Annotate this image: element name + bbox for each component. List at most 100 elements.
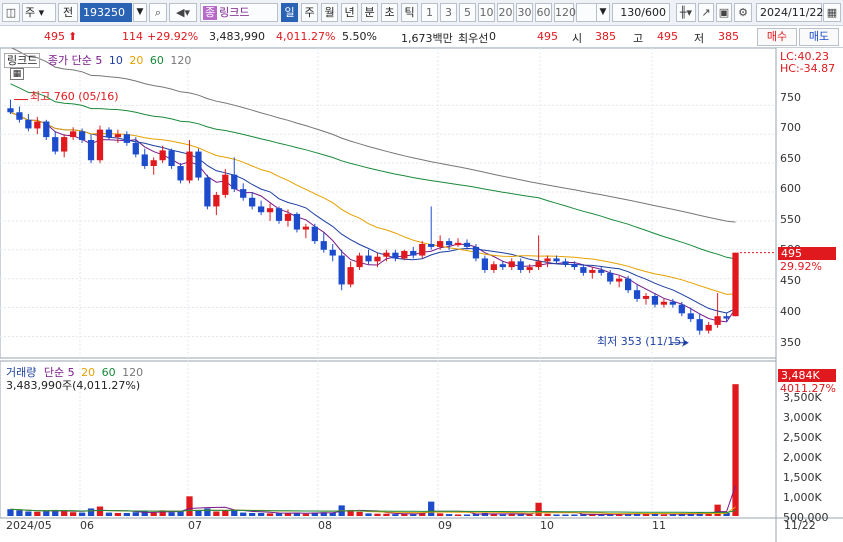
period-month[interactable]: 월 — [321, 3, 338, 22]
legend-volume[interactable]: 거래량 — [6, 366, 37, 379]
candle-body — [78, 131, 86, 140]
best-ask: 495 — [537, 30, 558, 43]
prev-button[interactable]: 전 — [58, 3, 78, 22]
gear-icon[interactable]: ⚙ — [734, 3, 752, 22]
period-week[interactable]: 주 — [301, 3, 318, 22]
stock-code-input[interactable]: 193250 — [80, 3, 132, 22]
candle-body — [347, 267, 354, 285]
candle-body — [365, 255, 372, 262]
candle-body — [401, 250, 408, 259]
code-dropdown-button[interactable]: ▼ — [133, 3, 147, 22]
period-second[interactable]: 초 — [381, 3, 398, 22]
volume-bar — [687, 513, 694, 516]
candle-body — [114, 134, 122, 138]
candle-body — [607, 272, 614, 282]
candle-body — [669, 301, 676, 305]
candle-icon[interactable]: ╫▾ — [676, 3, 696, 22]
period-minute[interactable]: 분 — [361, 3, 378, 22]
volume-bar — [454, 514, 462, 516]
sell-button[interactable]: 매도 — [799, 28, 839, 46]
grid-icon[interactable]: ▦ — [10, 68, 24, 80]
calendar-icon[interactable]: ▦ — [823, 3, 841, 22]
candle-body — [222, 174, 229, 195]
ma10-line — [10, 111, 736, 314]
period-year[interactable]: 년 — [341, 3, 358, 22]
period-tick[interactable]: 틱 — [401, 3, 418, 22]
candle-body — [159, 150, 166, 161]
candle-body — [43, 121, 50, 138]
legend-close: 종가 — [47, 54, 69, 67]
candle-body — [463, 242, 471, 247]
volume-bar — [249, 512, 256, 516]
interval-20[interactable]: 20 — [497, 3, 514, 22]
interval-60[interactable]: 60 — [535, 3, 552, 22]
volume-bar — [553, 514, 560, 516]
candle-body — [7, 108, 14, 113]
volume-bar — [204, 508, 211, 516]
interval-10[interactable]: 10 — [478, 3, 495, 22]
interval-120[interactable]: 120 — [554, 3, 576, 22]
candle-body — [589, 270, 596, 273]
volume-bar — [293, 512, 301, 516]
volume-bar — [159, 510, 166, 516]
buy-button[interactable]: 매수 — [757, 28, 797, 46]
sound-icon[interactable]: ◀▾ — [169, 3, 197, 22]
interval-5[interactable]: 5 — [459, 3, 476, 22]
save-icon[interactable]: ▣ — [716, 3, 732, 22]
x-tick-06: 06 — [80, 519, 94, 532]
volume-bar — [16, 510, 23, 516]
candle-body — [580, 267, 587, 273]
interval-3[interactable]: 3 — [440, 3, 457, 22]
x-axis-end: 11/22 — [784, 519, 816, 532]
candle-body — [16, 112, 23, 120]
data-count-field[interactable]: 130/600 — [612, 3, 670, 22]
volume-bar — [186, 496, 193, 516]
search-icon[interactable]: ⌕ — [149, 3, 167, 22]
candle-body — [25, 119, 32, 129]
price-chart-svg[interactable] — [0, 48, 843, 542]
candle-body — [266, 208, 274, 213]
candle-body — [687, 313, 694, 320]
candle-body — [410, 250, 417, 256]
volume-bar — [651, 513, 659, 516]
vol-tick-2000k: 2,000K — [783, 451, 822, 464]
chart-type-icon[interactable]: ◫ — [2, 3, 20, 22]
volume-ma5-line — [10, 485, 736, 516]
interval-dropdown[interactable]: ▼ — [596, 3, 610, 22]
candle-body — [499, 264, 506, 268]
period-day[interactable]: 일 — [281, 3, 298, 22]
chevron-down-icon: ▼ — [136, 7, 144, 17]
open-price: 385 — [595, 30, 616, 43]
volume-bar — [383, 513, 390, 516]
candle-body — [705, 324, 712, 331]
y-tick-450: 450 — [780, 274, 801, 287]
legend-stock-name[interactable]: 링크드 — [4, 53, 41, 68]
interval-30[interactable]: 30 — [516, 3, 533, 22]
legend-simple: 단순 — [71, 54, 92, 67]
volume-bar — [607, 513, 614, 516]
vol-tick-1500k: 1,500K — [783, 471, 822, 484]
candle-body — [52, 137, 59, 152]
candle-body — [544, 258, 551, 262]
stock-name-field[interactable]: 종 링크드 — [200, 3, 278, 22]
toolbar: ◫ 주 ▾ 전 193250 ▼ ⌕ ◀▾ 종 링크드 일 주 월 년 분 초 틱… — [0, 0, 843, 26]
volume-bar — [642, 514, 650, 516]
indicator-icon[interactable]: ↗ — [698, 3, 714, 22]
volume-bar — [526, 514, 533, 516]
date-field[interactable]: 2024/11/22 — [756, 3, 823, 22]
volume-bar — [696, 512, 703, 516]
high-label: 고 — [633, 32, 644, 45]
volume-bar — [25, 511, 32, 516]
volume-bar — [589, 514, 596, 516]
turnover-rate: 5.50% — [342, 30, 377, 43]
volume-bar — [177, 511, 184, 516]
high-price: 495 — [657, 30, 678, 43]
vol-tick-3000k: 3,000K — [783, 411, 822, 424]
market-type-select[interactable]: 주 ▾ — [22, 3, 56, 22]
x-tick-07: 07 — [188, 519, 202, 532]
volume-bar — [508, 514, 515, 516]
y-tick-550: 550 — [780, 213, 801, 226]
interval-1[interactable]: 1 — [421, 3, 438, 22]
chart-area: 링크드 종가 단순 5 10 20 60 120 ▦ LC:40.23 HC:-… — [0, 48, 843, 542]
candle-body — [624, 278, 632, 291]
